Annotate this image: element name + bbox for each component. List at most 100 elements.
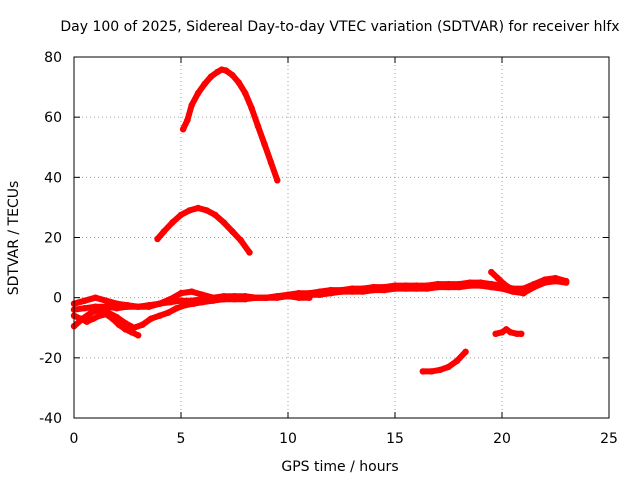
data-point [231,296,238,303]
data-point [327,286,334,294]
data-point [413,282,420,289]
data-point [261,141,268,148]
data-point [203,207,210,214]
data-point [188,101,195,109]
data-point [541,276,548,283]
data-point [186,207,193,214]
data-point [235,79,242,86]
data-point [102,297,110,304]
data-point [145,303,153,310]
data-point [520,290,527,297]
data-point [135,303,142,310]
data-point [252,294,260,301]
series-arc-low [419,348,469,375]
data-point [477,279,484,286]
data-point [81,305,88,312]
data-point [113,300,121,307]
data-point [165,309,172,316]
data-point [207,73,215,80]
y-tick-labels: -40 -20 0 20 40 60 80 [39,50,62,427]
x-axis-label: GPS time / hours [281,459,398,475]
x-tick-label: 15 [386,431,404,447]
data-point [135,332,142,339]
data-point [306,294,313,301]
x-tick-label: 5 [177,431,186,447]
data-point [338,286,345,294]
data-point [494,274,501,282]
data-series [70,66,570,375]
x-tick-label: 10 [279,431,297,447]
y-tick-label: 0 [53,291,62,307]
data-point [274,177,281,184]
y-tick-label: 60 [44,110,62,126]
grid-lines [74,57,609,418]
data-point [500,280,508,288]
data-point [87,309,95,316]
y-tick-label: 80 [44,50,62,66]
data-point [199,299,206,306]
data-point [274,294,281,301]
data-point [167,296,174,303]
data-point [92,294,99,301]
data-point [492,330,499,337]
data-point [563,277,570,285]
data-point [169,219,176,226]
data-point [96,306,103,313]
data-point [229,228,236,235]
data-point [391,282,399,289]
data-point [194,204,202,212]
y-tick-label: 20 [44,231,62,247]
data-point [507,329,514,336]
axis-ticks [73,56,610,419]
series-spike-right [488,268,527,297]
y-tick-label: -40 [39,411,62,427]
data-point [147,315,155,322]
data-point [177,211,185,219]
data-point [122,326,129,333]
x-tick-label: 25 [600,431,618,447]
data-point [295,294,302,301]
series-band-low-left [70,311,142,339]
data-point [201,80,208,88]
data-point [115,321,123,328]
data-point [179,126,187,133]
data-point [229,71,236,79]
data-point [445,363,452,371]
x-tick-label: 20 [493,431,511,447]
data-point [267,159,275,166]
data-point [184,117,191,124]
data-point [177,297,185,304]
y-tick-label: -20 [39,351,62,367]
data-point [154,235,161,243]
x-tick-label: 0 [70,431,79,447]
data-point [456,280,463,288]
data-point [212,211,219,219]
data-point [263,294,270,301]
data-point [156,312,163,319]
data-point [190,300,197,307]
data-point [462,348,469,355]
data-point [222,67,230,74]
data-point [530,280,538,288]
data-point [248,104,255,112]
series-arc-high [179,66,281,184]
data-point [242,89,249,97]
data-point [419,368,426,375]
data-point [220,296,227,303]
data-point [488,268,495,276]
data-point [423,282,431,289]
data-point [102,311,110,318]
data-point [436,366,444,374]
data-point [428,368,435,375]
data-point [284,293,292,300]
data-point [552,274,559,282]
series-arc-short [492,326,525,337]
data-point [96,312,103,319]
data-point [128,329,135,336]
data-point [513,288,521,295]
series-arc-mid [154,204,253,256]
data-point [246,249,253,256]
data-point [182,302,189,309]
data-point [254,123,262,130]
data-point [209,297,217,304]
